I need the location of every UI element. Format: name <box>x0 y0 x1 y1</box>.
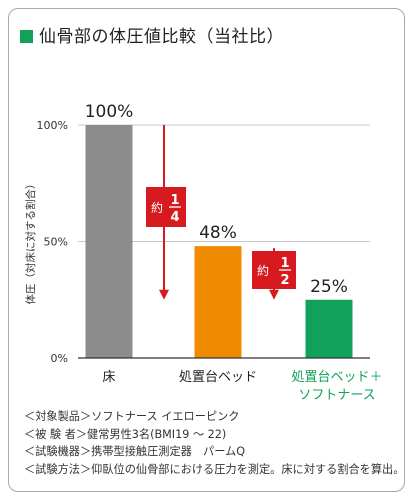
category-label: ソフトナース <box>298 388 375 403</box>
y-tick-label: 50% <box>44 236 68 249</box>
fraction-denominator: 2 <box>280 273 289 288</box>
category-label: 処置台ベッド <box>179 370 257 385</box>
category-label: 床 <box>102 370 115 385</box>
fraction-denominator: 4 <box>170 210 179 225</box>
note-device: ＜試験機器＞携帯型接触圧測定器 パームQ <box>24 445 246 458</box>
y-tick-label: 0% <box>51 352 68 365</box>
bar <box>194 246 242 358</box>
arrow-head-icon <box>269 289 279 300</box>
y-axis-label: 体圧（対床に対する割合） <box>24 179 37 305</box>
note-subjects: ＜被 験 者＞健常男性3名(BMI19 ～ 22) <box>24 427 227 441</box>
reduction-prefix: 約 <box>151 200 163 215</box>
notes: ＜対象製品＞ソフトナース イエローピンク ＜被 験 者＞健常男性3名(BMI19… <box>24 408 404 478</box>
chart-title-text: 仙骨部の体圧値比較（当社比） <box>39 27 284 47</box>
data-label: 100% <box>85 102 134 122</box>
note-product: ＜対象製品＞ソフトナース イエローピンク <box>24 410 240 423</box>
bar <box>305 299 353 358</box>
y-tick-label: 100% <box>37 119 68 132</box>
title-square-icon <box>20 30 33 43</box>
reduction-prefix: 約 <box>257 263 269 278</box>
data-label: 48% <box>199 223 237 243</box>
arrow-head-icon <box>159 289 169 300</box>
fraction-numerator: 1 <box>170 193 179 208</box>
bar <box>85 125 133 358</box>
note-method: ＜試験方法＞仰臥位の仙骨部における圧力を測定。床に対する割合を算出。 <box>24 462 405 476</box>
data-label: 25% <box>310 277 348 297</box>
category-label: 処置台ベッド＋ <box>291 370 382 385</box>
fraction-numerator: 1 <box>280 256 289 271</box>
chart-title: 仙骨部の体圧値比較（当社比） <box>20 22 284 47</box>
